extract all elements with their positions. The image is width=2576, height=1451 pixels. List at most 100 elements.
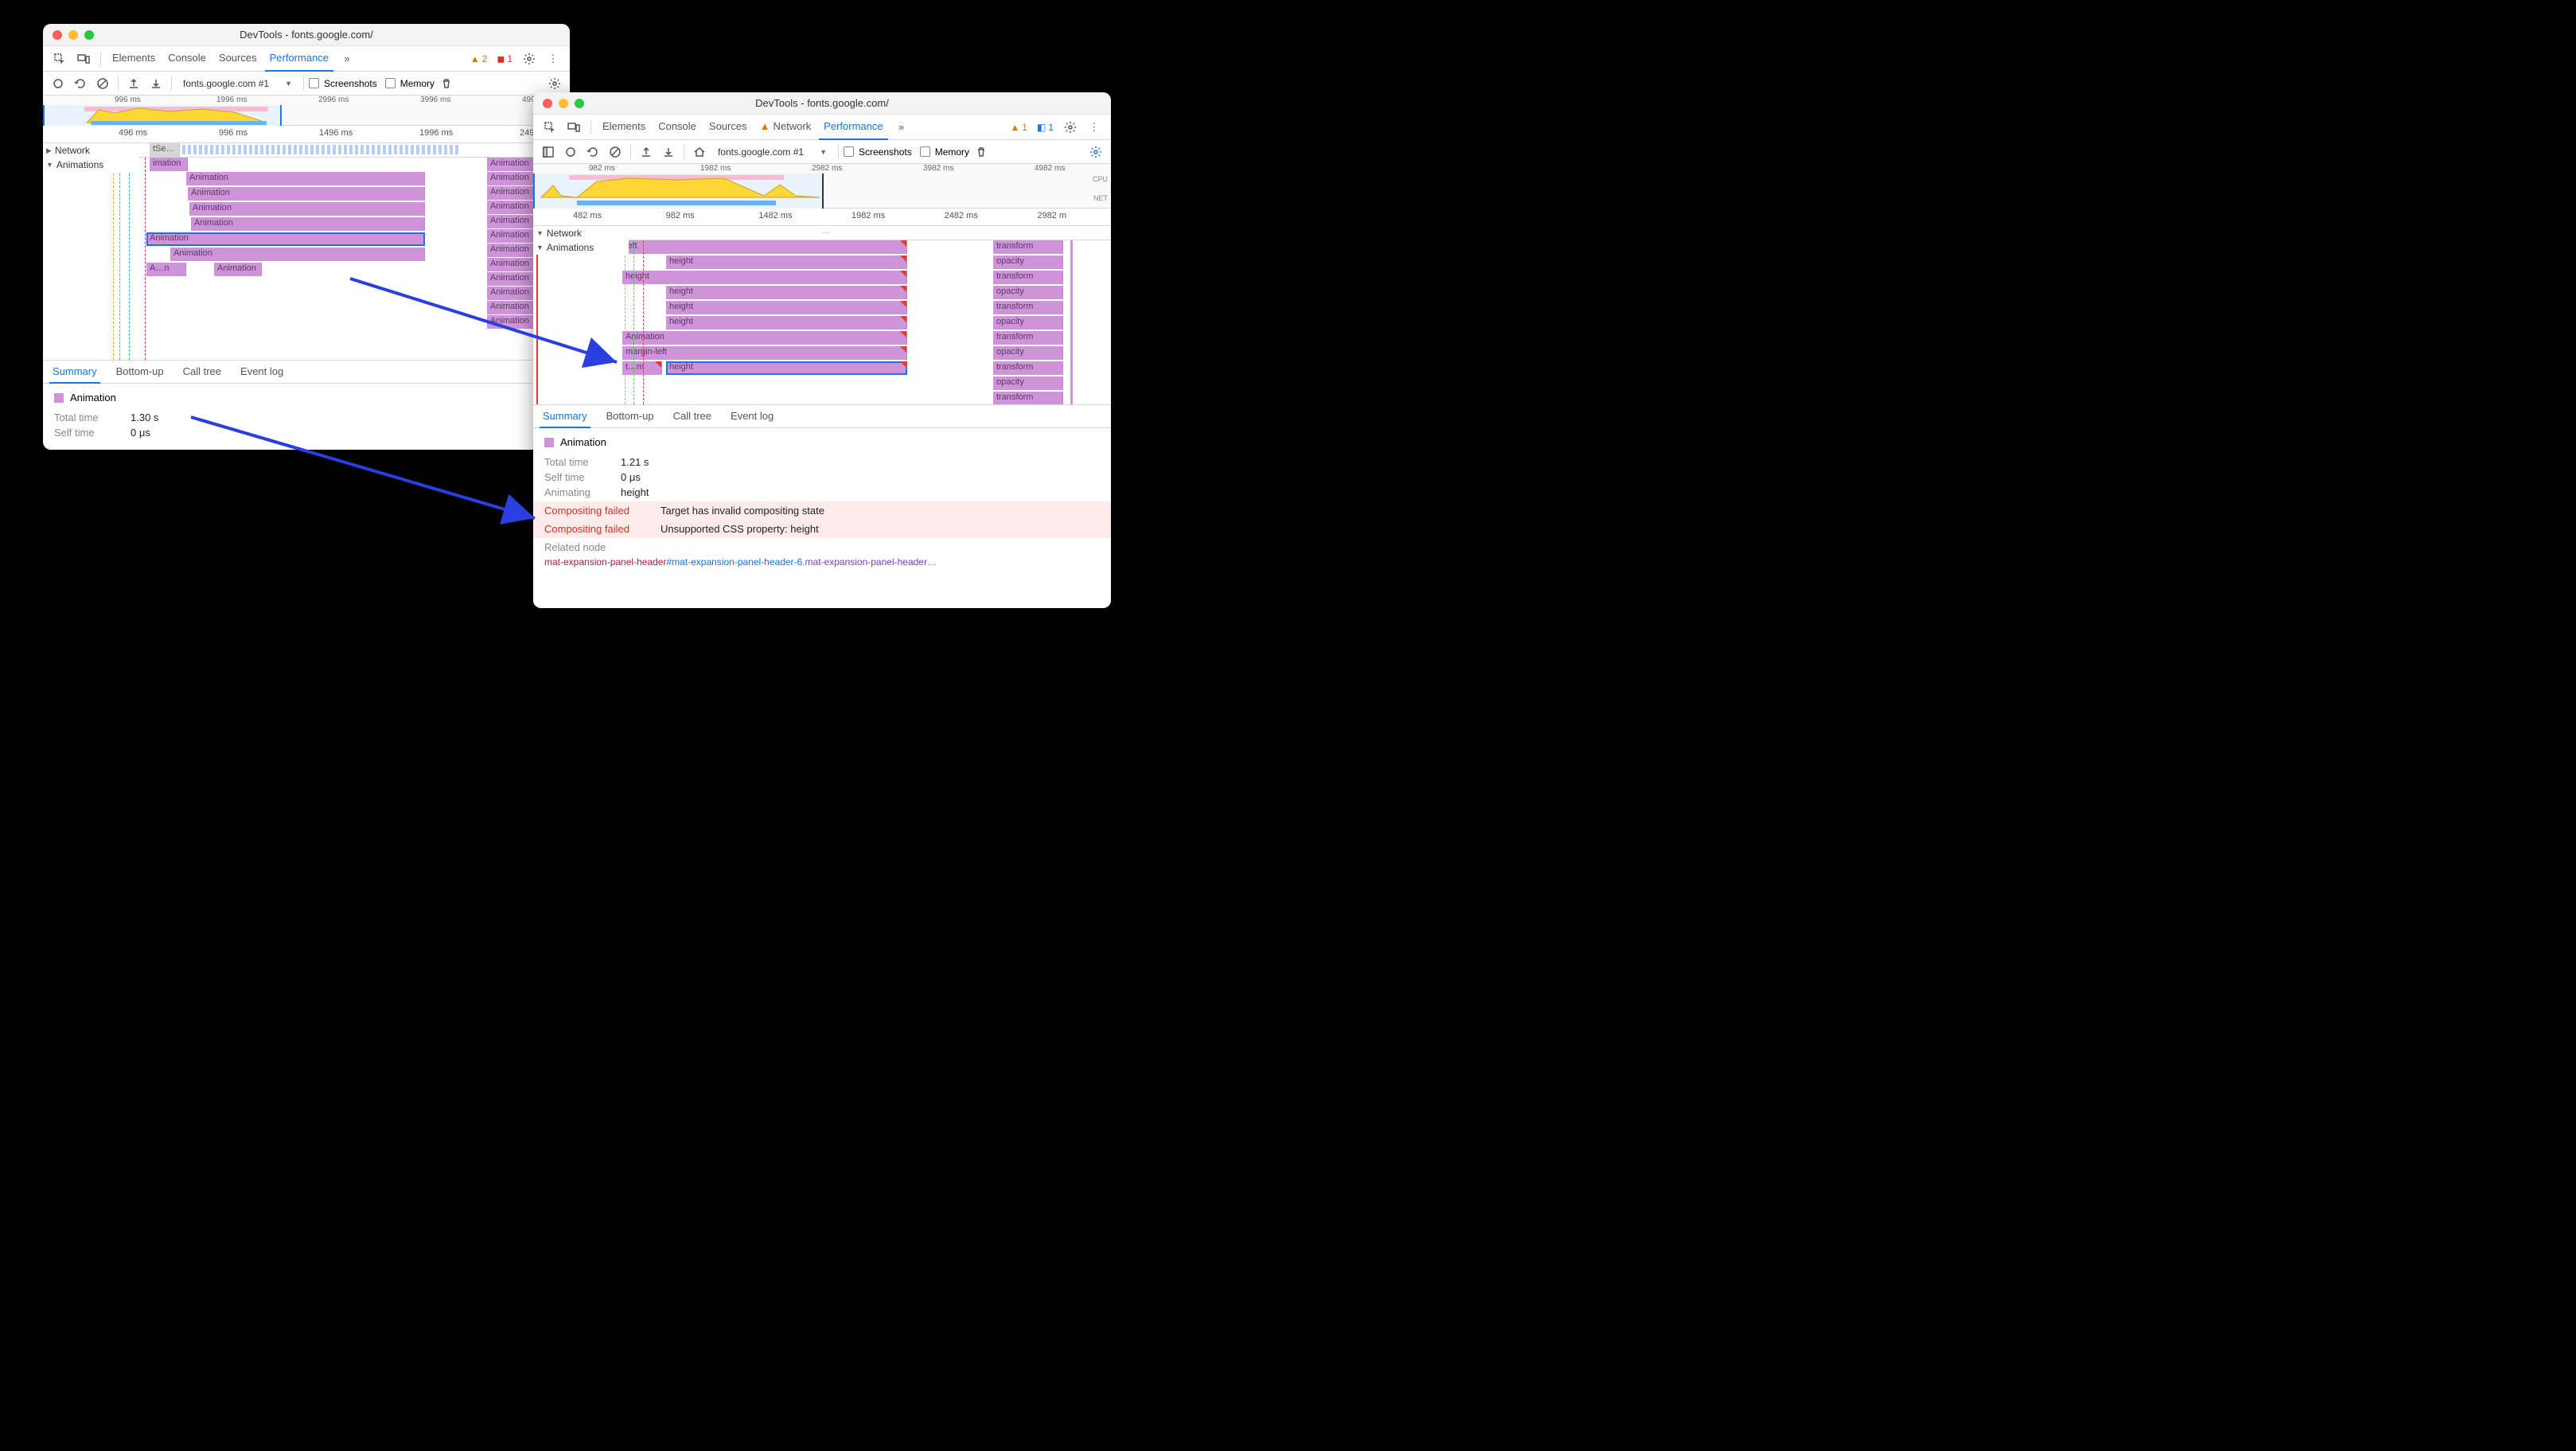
target-select[interactable]: fonts.google.com #1▼	[177, 76, 298, 91]
tab-sources[interactable]: Sources	[704, 115, 752, 140]
network-track[interactable]: ▼Network …	[533, 226, 1111, 240]
anim-bar[interactable]: opacity	[993, 286, 1063, 299]
anim-bar[interactable]: Animation	[188, 187, 425, 201]
anim-bar[interactable]: opacity	[993, 376, 1063, 390]
trash-icon[interactable]	[971, 142, 992, 162]
animations-track[interactable]: ▼Animations leftheightheightheightheight…	[533, 240, 1111, 404]
timeline-ruler[interactable]: 482 ms982 ms1482 ms1982 ms2482 ms2982 m	[533, 209, 1111, 226]
anim-bar[interactable]: height	[666, 316, 907, 330]
tab-sources[interactable]: Sources	[214, 46, 262, 72]
animations-track[interactable]: ▼Animations imation AnimationAnimationAn…	[43, 158, 570, 360]
upload-icon[interactable]	[636, 142, 657, 162]
overview-minimap[interactable]: 982 ms1982 ms2982 ms3982 ms4982 ms CPU N…	[533, 164, 1111, 209]
screenshots-check[interactable]: Screenshots	[844, 146, 912, 158]
reload-icon[interactable]	[70, 73, 91, 94]
memory-check[interactable]: Memory	[385, 78, 435, 89]
home-icon[interactable]	[689, 142, 710, 162]
target-select[interactable]: fonts.google.com #1▼	[711, 145, 833, 159]
bottom-tab[interactable]: Bottom-up	[113, 360, 167, 384]
memory-check[interactable]: Memory	[920, 146, 969, 158]
tab-performance[interactable]: Performance	[819, 115, 887, 140]
bottom-tab[interactable]: Event log	[727, 404, 777, 428]
anim-bar[interactable]: height	[666, 301, 907, 314]
bottom-tab[interactable]: Summary	[540, 404, 590, 428]
tick: 2982 ms	[812, 164, 842, 173]
network-track[interactable]: ▶Network tSe…	[43, 143, 570, 158]
inspect-icon[interactable]	[540, 117, 560, 138]
download-icon[interactable]	[146, 73, 166, 94]
anim-bar[interactable]: transform	[993, 392, 1063, 404]
overview-minimap[interactable]: 996 ms1996 ms2996 ms3996 ms4996 ms	[43, 96, 570, 126]
anim-bar[interactable]: height	[622, 271, 907, 284]
device-icon[interactable]	[73, 49, 94, 69]
titlebar[interactable]: DevTools - fonts.google.com/	[533, 92, 1111, 115]
download-icon[interactable]	[658, 142, 679, 162]
tab-console[interactable]: Console	[163, 46, 211, 72]
inspect-icon[interactable]	[49, 49, 70, 69]
anim-bar[interactable]: transform	[993, 271, 1063, 284]
bottom-tab[interactable]: Call tree	[180, 360, 224, 384]
clear-icon[interactable]	[92, 73, 113, 94]
bottom-tab[interactable]: Event log	[237, 360, 286, 384]
tab-network[interactable]: ▲Network	[755, 115, 816, 140]
gear-icon[interactable]	[544, 73, 565, 94]
anim-bar[interactable]: transform	[993, 240, 1063, 254]
record-icon[interactable]	[560, 142, 581, 162]
upload-icon[interactable]	[123, 73, 144, 94]
anim-bar[interactable]: Animation	[170, 248, 425, 261]
more-tabs-icon[interactable]: »	[891, 117, 912, 138]
anim-bar[interactable]: height	[666, 255, 907, 269]
gear-icon[interactable]	[519, 49, 540, 69]
anim-bar[interactable]: margin-left	[622, 346, 907, 360]
more-tabs-icon[interactable]: »	[337, 49, 357, 69]
warnings-badge[interactable]: ▲ 2	[467, 53, 491, 64]
anim-bar[interactable]: left	[622, 240, 907, 254]
bottom-tabs: Summary Bottom-up Call tree Event log	[43, 360, 570, 384]
anim-bar[interactable]: Animation	[186, 172, 425, 185]
tab-elements[interactable]: Elements	[598, 115, 650, 140]
anim-bar[interactable]: A…n	[146, 263, 186, 276]
tab-console[interactable]: Console	[653, 115, 701, 140]
tick: 4982 ms	[1035, 164, 1065, 173]
trash-icon[interactable]	[436, 73, 457, 94]
anim-bar[interactable]: opacity	[993, 316, 1063, 330]
network-item[interactable]: tSe…	[150, 143, 180, 157]
anim-bar[interactable]: height	[666, 361, 907, 375]
clear-icon[interactable]	[605, 142, 625, 162]
gear-icon[interactable]	[1085, 142, 1106, 162]
bottom-tab[interactable]: Bottom-up	[603, 404, 657, 428]
tab-elements[interactable]: Elements	[107, 46, 160, 72]
anim-bar[interactable]: transform	[993, 331, 1063, 345]
warnings-badge[interactable]: ▲ 1	[1007, 122, 1031, 133]
screenshots-check[interactable]: Screenshots	[309, 78, 377, 89]
record-icon[interactable]	[48, 73, 68, 94]
related-node[interactable]: mat-expansion-panel-header#mat-expansion…	[544, 556, 1100, 568]
bottom-tab[interactable]: Call tree	[670, 404, 715, 428]
anim-bar[interactable]: Animation	[189, 202, 425, 216]
ruler-tick: 2482 ms	[945, 211, 978, 220]
reload-icon[interactable]	[583, 142, 603, 162]
dock-icon[interactable]	[538, 142, 559, 162]
anim-bar[interactable]: opacity	[993, 255, 1063, 269]
errors-badge[interactable]: ◼ 1	[493, 53, 516, 64]
device-icon[interactable]	[563, 117, 584, 138]
anim-bar[interactable]: t…m	[622, 361, 662, 375]
timeline-ruler[interactable]: 496 ms996 ms1496 ms1996 ms2496	[43, 126, 570, 143]
messages-badge[interactable]: ◧ 1	[1034, 122, 1057, 133]
tab-performance[interactable]: Performance	[265, 46, 333, 72]
bottom-tab[interactable]: Summary	[49, 360, 100, 384]
anim-bar[interactable]: Animation	[214, 263, 262, 276]
anim-bar[interactable]: height	[666, 286, 907, 299]
kebab-icon[interactable]: ⋮	[543, 49, 563, 69]
anim-header-bar[interactable]: imation	[150, 158, 188, 171]
kebab-icon[interactable]: ⋮	[1084, 117, 1105, 138]
ruler-tick: 996 ms	[219, 128, 247, 138]
gear-icon[interactable]	[1060, 117, 1081, 138]
anim-bar[interactable]: Animation	[146, 232, 425, 246]
anim-bar[interactable]: transform	[993, 361, 1063, 375]
titlebar[interactable]: DevTools - fonts.google.com/	[43, 24, 570, 46]
anim-bar[interactable]: transform	[993, 301, 1063, 314]
anim-bar[interactable]: opacity	[993, 346, 1063, 360]
anim-bar[interactable]: Animation	[622, 331, 907, 345]
anim-bar[interactable]: Animation	[191, 217, 425, 231]
